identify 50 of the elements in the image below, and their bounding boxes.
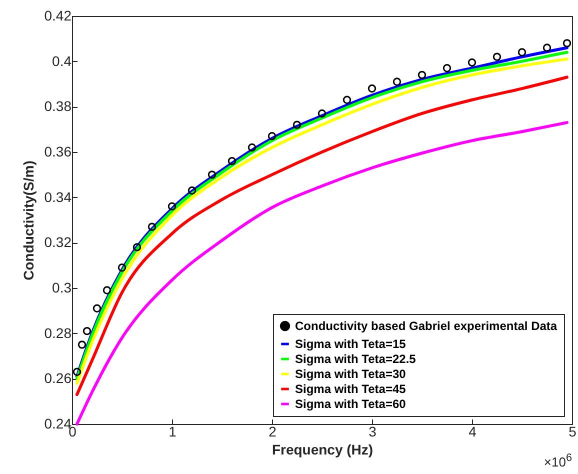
- y-tick-label: 0.38: [44, 98, 72, 114]
- line-series: [76, 121, 568, 426]
- legend-label: Sigma with Teta=45: [295, 382, 406, 396]
- point: [418, 70, 426, 80]
- x-tick-label: 5: [568, 424, 577, 440]
- point: [442, 64, 452, 72]
- point: [542, 44, 552, 52]
- y-tick-label: 0.4: [52, 52, 72, 69]
- legend-label: Sigma with Teta=30: [295, 367, 406, 381]
- point: [148, 222, 156, 231]
- point: [92, 304, 102, 312]
- y-tick-label: 0.3: [52, 280, 72, 296]
- point: [168, 202, 176, 210]
- point: [132, 243, 142, 252]
- point: [518, 48, 526, 56]
- point: [78, 340, 86, 349]
- y-tick-label: 0.28: [44, 324, 72, 341]
- text: ×10$^{6}$: [544, 452, 572, 470]
- y-tick-label: 0.42: [44, 8, 72, 24]
- y-tick-label: 0.36: [44, 144, 72, 160]
- legend-label: Sigma with Teta=15: [295, 337, 406, 351]
- y-tick-label: 0.34: [44, 188, 72, 205]
- point: [268, 132, 276, 140]
- point: [72, 368, 82, 376]
- point: [82, 326, 92, 336]
- y-tick-label: 0.32: [44, 234, 72, 250]
- point: [102, 286, 112, 294]
- point: [342, 96, 352, 104]
- point: [248, 143, 256, 152]
- point: [208, 170, 216, 179]
- point: [562, 39, 572, 48]
- point: [188, 186, 196, 195]
- x-tick-label: 3: [368, 424, 377, 440]
- point: [118, 264, 126, 272]
- x-axis-title: Frequency (Hz): [272, 442, 374, 458]
- point: [368, 84, 376, 93]
- y-axis-title: Conductivity(S/m): [20, 160, 36, 280]
- point: [318, 109, 326, 118]
- point: [292, 120, 302, 129]
- legend-label: Conductivity based Gabriel experimental Data: [295, 319, 558, 333]
- point: [468, 58, 476, 67]
- legend-label: Sigma with Teta=22.5: [295, 352, 416, 366]
- x-tick-label: 4: [468, 424, 477, 440]
- y-tick-label: 0.26: [44, 370, 72, 386]
- point: [392, 78, 402, 86]
- point: [228, 156, 236, 166]
- x-tick-label: 2: [268, 424, 277, 440]
- point: [492, 52, 502, 61]
- legend-label: Sigma with Teta=60: [295, 397, 406, 411]
- x-tick-label: 1: [168, 424, 177, 440]
